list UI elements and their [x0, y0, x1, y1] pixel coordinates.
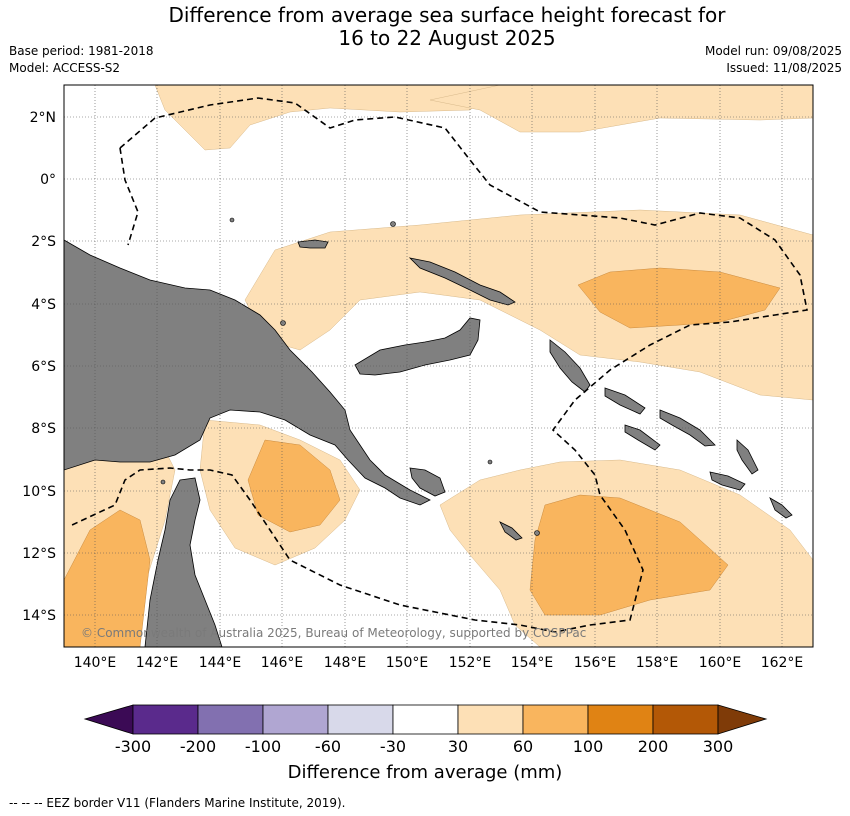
land-australia [144, 477, 223, 647]
colorbar-label: -30 [380, 737, 406, 756]
base-period: Base period: 1981-2018 [9, 44, 154, 58]
lat-label: 10°S [22, 484, 56, 500]
anomaly-core-gulf [247, 439, 341, 533]
anomaly-core-south [529, 494, 729, 616]
colorbar-bin [262, 704, 329, 735]
colorbar-bin [587, 704, 654, 735]
colorbar-label: 30 [448, 737, 468, 756]
lat-label: 14°S [22, 608, 56, 624]
colorbar-label: -100 [245, 737, 281, 756]
issued-date: Issued: 11/08/2025 [726, 61, 842, 75]
colorbar-label: 100 [573, 737, 604, 756]
lon-label: 158°E [636, 655, 679, 671]
lat-label: 2°S [31, 234, 56, 250]
colorbar-label: 60 [513, 737, 533, 756]
colorbar-bin [197, 704, 264, 735]
colorbar-label: 300 [703, 737, 734, 756]
land-islet [229, 217, 235, 223]
land-islet [390, 221, 396, 227]
lon-label: 160°E [699, 655, 742, 671]
land-new-britain [354, 317, 481, 376]
colorbar-title: Difference from average (mm) [288, 762, 563, 783]
map-panel: © Commonwealth of Australia 2025, Bureau… [64, 85, 813, 647]
map-frame [63, 84, 814, 648]
eez-border [71, 97, 808, 633]
land-islet [487, 459, 493, 465]
colorbar-label: -300 [115, 737, 151, 756]
lon-label: 140°E [74, 655, 117, 671]
longitude-labels: 140°E 142°E 144°E 146°E 148°E 150°E 152°… [74, 655, 804, 671]
colorbar-bin [392, 704, 459, 735]
model-info: Base period: 1981-2018 Model: ACCESS-S2 [9, 43, 154, 77]
land-new-guinea [64, 239, 431, 506]
land-solomon-5 [709, 471, 746, 491]
lat-label: 0° [40, 172, 56, 188]
colorbar-arrow-high [717, 704, 768, 735]
colorbar-bin [327, 704, 394, 735]
land-solomon-6 [769, 497, 793, 519]
figure-title: Difference from average sea surface heig… [0, 4, 850, 50]
colorbar-label: -60 [315, 737, 341, 756]
model-name: Model: ACCESS-S2 [9, 61, 121, 75]
land-islet [280, 320, 286, 326]
lon-label: 152°E [449, 655, 492, 671]
lon-label: 156°E [574, 655, 617, 671]
land-solomon-2 [659, 409, 716, 447]
eez-border-west [119, 147, 139, 246]
anomaly-core-east [577, 267, 781, 329]
graticule [64, 85, 813, 647]
title-line-2: 16 to 22 August 2025 [338, 26, 556, 50]
lat-label: 2°N [30, 110, 56, 126]
lon-label: 154°E [511, 655, 554, 671]
lat-label: 8°S [31, 421, 56, 437]
land-solomon-3 [624, 424, 661, 451]
lat-label: 4°S [31, 297, 56, 313]
anomaly-region-north-east [429, 85, 813, 133]
colorbar-bin [652, 704, 719, 735]
land-dentrecasteaux [409, 467, 446, 497]
lon-label: 144°E [199, 655, 242, 671]
lat-label: 12°S [22, 546, 56, 562]
land-solomon-4 [736, 439, 759, 475]
land-new-ireland [408, 257, 516, 306]
land-solomon-1 [604, 387, 646, 415]
lon-label: 162°E [761, 655, 804, 671]
land-louisiade [499, 521, 523, 541]
colorbar: -300 -200 -100 -60 -30 30 60 100 200 300… [83, 704, 768, 783]
land-islet [160, 479, 166, 485]
anomaly-region-central [244, 209, 813, 401]
colorbar-bin [522, 704, 589, 735]
lon-label: 150°E [386, 655, 429, 671]
lat-label: 6°S [31, 359, 56, 375]
lon-label: 142°E [136, 655, 179, 671]
lon-label: 148°E [324, 655, 367, 671]
lon-label: 146°E [261, 655, 304, 671]
run-info: Model run: 09/08/2025 Issued: 11/08/2025 [705, 43, 842, 77]
model-run-date: Model run: 09/08/2025 [704, 44, 842, 58]
eez-footnote: -- -- -- EEZ border V11 (Flanders Marine… [9, 796, 346, 810]
land-manus [297, 239, 329, 249]
latitude-labels: 2°N 0° 2°S 4°S 6°S 8°S 10°S 12°S 14°S [22, 110, 56, 624]
colorbar-arrow-low [83, 704, 134, 735]
colorbar-bin [132, 704, 199, 735]
map-copyright: © Commonwealth of Australia 2025, Bureau… [81, 626, 586, 640]
colorbar-bin [457, 704, 524, 735]
title-line-1: Difference from average sea surface heig… [168, 3, 726, 27]
colorbar-label: -200 [180, 737, 216, 756]
land-islet [534, 530, 540, 536]
colorbar-label: 200 [638, 737, 669, 756]
